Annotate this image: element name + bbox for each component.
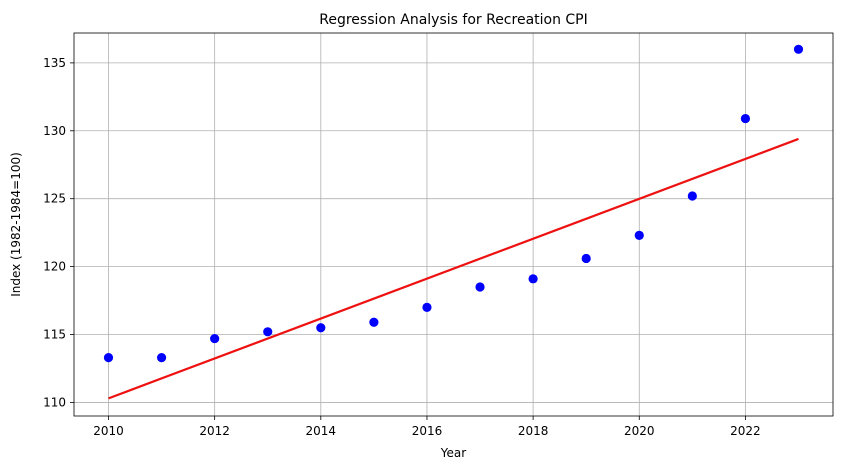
y-tick-label: 110 xyxy=(43,395,66,409)
y-tick-label: 120 xyxy=(43,260,66,274)
y-tick-label: 115 xyxy=(43,328,66,342)
data-point xyxy=(316,323,326,333)
data-point xyxy=(475,282,485,292)
plot-frame xyxy=(73,32,834,417)
data-point xyxy=(422,302,432,312)
regression-line xyxy=(108,137,799,400)
data-point xyxy=(103,352,114,363)
data-point xyxy=(793,44,804,54)
x-axis-label: Year xyxy=(440,446,466,460)
data-point xyxy=(156,352,167,363)
data-point xyxy=(634,230,644,240)
data-point xyxy=(263,327,273,337)
chart-title: Regression Analysis for Recreation CPI xyxy=(319,12,588,28)
x-tick-label: 2014 xyxy=(306,424,337,438)
y-tick-label: 130 xyxy=(43,124,66,138)
grid xyxy=(74,33,833,416)
x-tick-label: 2010 xyxy=(93,424,124,438)
scatter-points xyxy=(103,44,804,363)
data-point xyxy=(687,191,697,201)
x-tick-label: 2012 xyxy=(199,424,230,438)
data-point xyxy=(528,274,538,284)
axis-ticks: 2010 2012 2014 2016 2018 2020 2022 110 115 120 125… xyxy=(43,56,761,438)
data-point xyxy=(210,333,220,344)
x-tick-label: 2018 xyxy=(518,424,549,438)
data-point xyxy=(581,253,591,264)
y-axis-label: Index (1982-1984=100) xyxy=(9,152,23,297)
x-tick-label: 2022 xyxy=(730,424,761,438)
data-point xyxy=(369,317,379,327)
regression-line-group xyxy=(108,137,799,400)
x-tick-label: 2016 xyxy=(412,424,443,438)
y-tick-label: 125 xyxy=(43,192,66,206)
data-point xyxy=(740,113,751,124)
y-tick-label: 135 xyxy=(43,56,66,70)
x-tick-label: 2020 xyxy=(624,424,655,438)
